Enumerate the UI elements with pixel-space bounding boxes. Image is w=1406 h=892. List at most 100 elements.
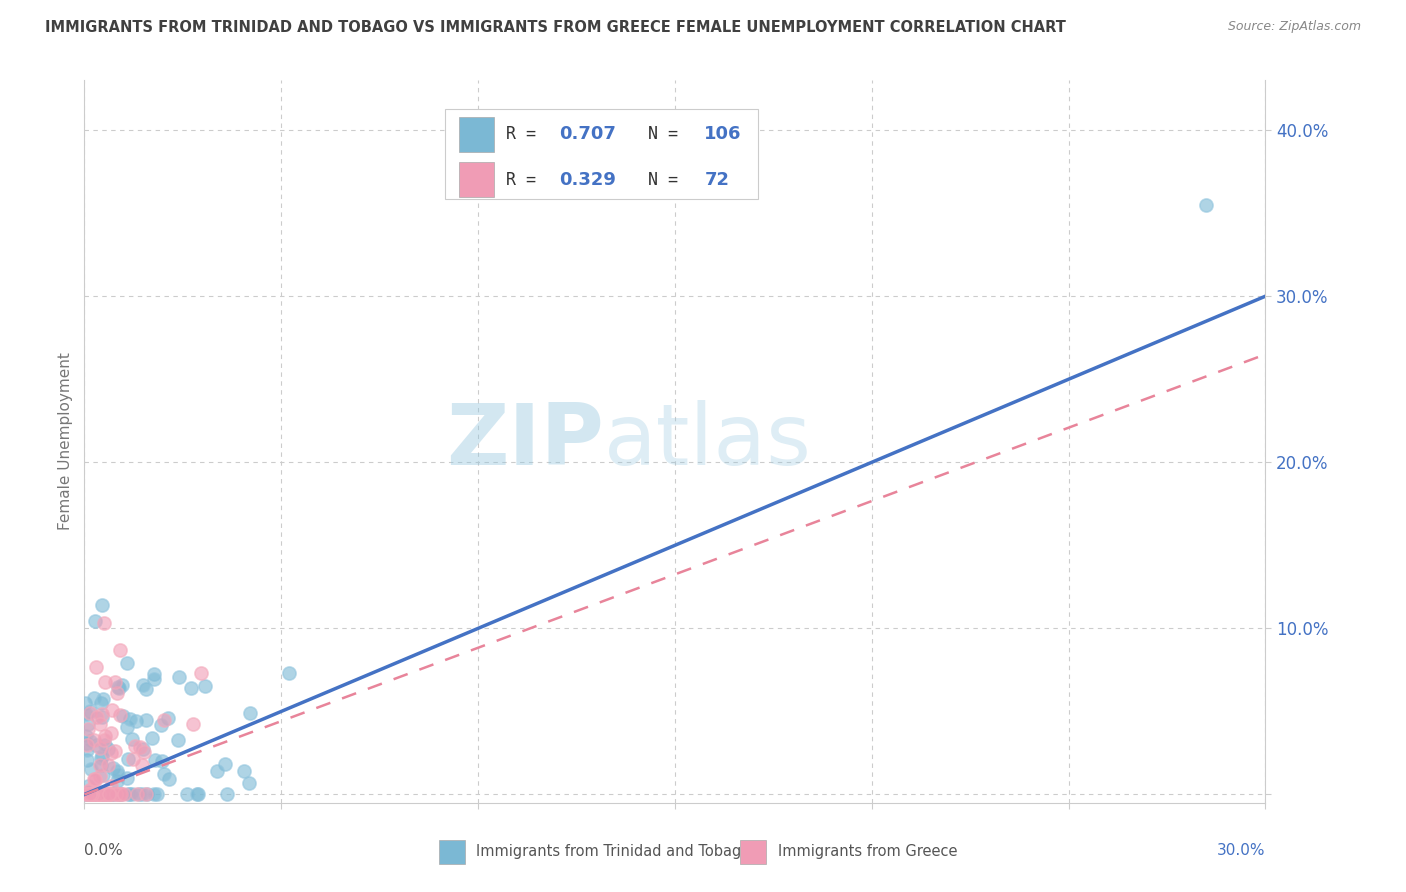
Point	[143, 788, 166, 802]
Point	[94, 674, 117, 689]
Point	[112, 708, 135, 723]
Point	[143, 667, 166, 681]
Point	[107, 767, 129, 781]
Point	[91, 788, 114, 802]
Point	[128, 739, 150, 754]
Point	[117, 788, 139, 802]
Point	[278, 666, 301, 681]
Point	[135, 788, 157, 802]
Point	[104, 788, 127, 802]
Point	[76, 753, 98, 767]
Point	[93, 616, 115, 631]
Point	[96, 788, 118, 802]
Point	[110, 708, 132, 723]
Point	[89, 716, 111, 731]
Point	[131, 788, 153, 802]
Point	[75, 729, 97, 743]
Point	[80, 788, 103, 802]
Point	[149, 718, 172, 732]
Point	[131, 758, 153, 772]
Point	[87, 788, 110, 802]
Point	[181, 717, 204, 731]
Point	[83, 788, 105, 802]
Point	[97, 788, 120, 802]
Text: R =: R =	[506, 170, 536, 188]
Point	[91, 599, 114, 613]
Point	[79, 706, 101, 721]
Point	[77, 723, 100, 737]
Point	[176, 788, 198, 802]
Point	[214, 756, 236, 771]
Point	[79, 788, 101, 802]
Point	[121, 731, 143, 746]
Point	[89, 788, 111, 802]
Point	[76, 788, 98, 802]
Point	[77, 716, 100, 731]
Point	[79, 704, 101, 718]
Point	[91, 710, 114, 724]
Point	[120, 712, 142, 726]
Point	[93, 788, 115, 802]
Point	[89, 788, 111, 802]
Point	[82, 788, 104, 802]
Text: ZIP: ZIP	[446, 400, 605, 483]
Point	[132, 745, 155, 759]
Point	[107, 680, 129, 694]
Text: R =: R =	[506, 126, 536, 144]
Point	[76, 788, 98, 802]
Point	[79, 788, 101, 802]
Y-axis label: Female Unemployment: Female Unemployment	[58, 352, 73, 531]
Point	[82, 788, 104, 802]
Point	[141, 731, 163, 745]
Point	[115, 771, 138, 785]
Point	[111, 678, 134, 692]
Point	[190, 665, 212, 680]
Point	[83, 772, 105, 787]
Point	[91, 788, 114, 802]
Point	[104, 674, 127, 689]
Point	[117, 656, 139, 670]
Point	[83, 772, 105, 787]
Point	[238, 776, 260, 790]
Point	[90, 757, 112, 772]
Point	[105, 686, 128, 700]
Point	[84, 773, 107, 788]
Point	[103, 788, 125, 802]
Point	[96, 788, 118, 802]
Point	[94, 788, 117, 802]
Point	[232, 764, 254, 778]
Point	[100, 788, 122, 802]
Point	[105, 764, 128, 779]
Point	[187, 788, 209, 802]
Point	[153, 767, 176, 781]
Text: 106: 106	[704, 126, 742, 144]
Point	[83, 788, 105, 802]
Point	[84, 738, 107, 752]
Text: Immigrants from Greece: Immigrants from Greece	[778, 845, 957, 859]
Point	[91, 788, 114, 802]
Point	[89, 788, 111, 802]
Point	[117, 720, 139, 734]
Point	[93, 768, 115, 782]
Point	[87, 788, 110, 802]
Point	[87, 788, 110, 802]
Point	[79, 762, 101, 776]
Point	[100, 726, 122, 740]
Point	[121, 752, 143, 766]
Point	[100, 788, 122, 802]
Point	[186, 788, 208, 802]
Text: 0.707: 0.707	[560, 126, 616, 144]
Point	[94, 738, 117, 752]
Point	[83, 788, 105, 802]
Bar	[458, 117, 494, 152]
Point	[124, 739, 146, 753]
Point	[100, 779, 122, 793]
Bar	[740, 839, 766, 864]
Point	[89, 788, 111, 802]
Point	[100, 788, 122, 802]
Point	[108, 788, 131, 802]
Point	[121, 788, 143, 802]
Point	[94, 788, 117, 802]
Point	[76, 780, 98, 794]
Point	[157, 772, 180, 787]
